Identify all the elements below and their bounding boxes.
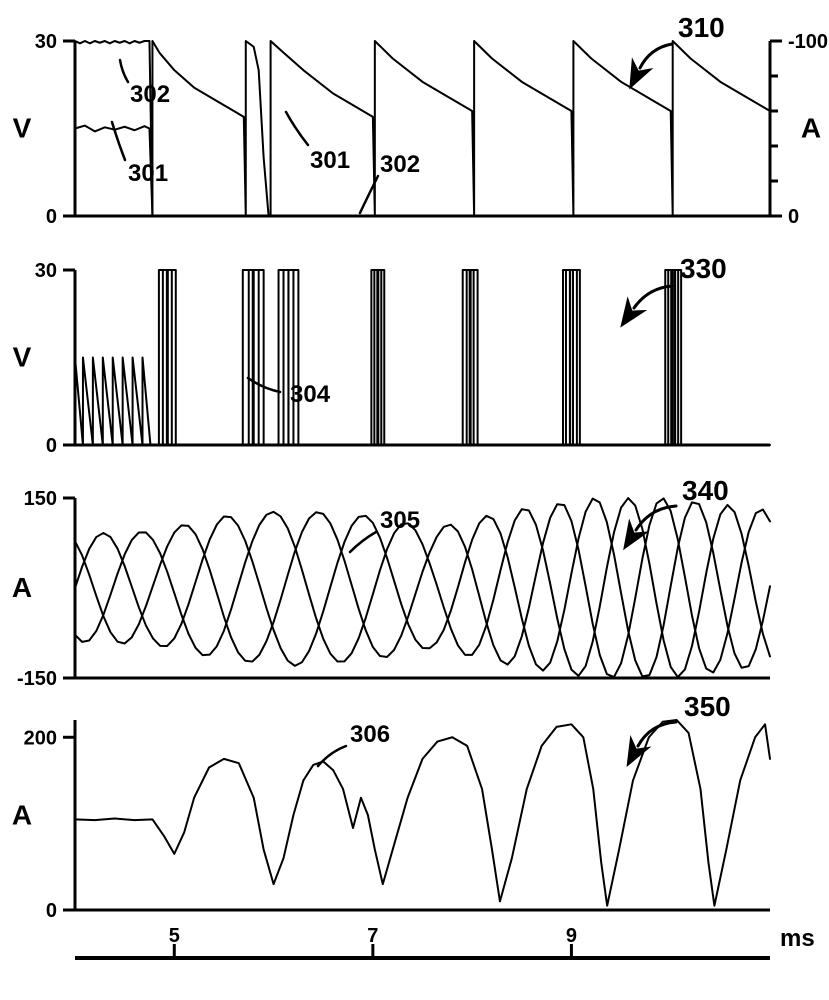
- p350: 0 200 A 306 350: [12, 691, 770, 922]
- svg-text:V: V: [13, 112, 32, 143]
- callout-340: 340: [682, 475, 729, 506]
- p340: -150 150 A 305 340: [12, 475, 770, 690]
- callout-301: 301: [310, 147, 350, 174]
- svg-text:30: 30: [35, 31, 57, 53]
- callout-301: 301: [128, 160, 168, 187]
- svg-text:0: 0: [46, 435, 57, 457]
- svg-text:7: 7: [367, 925, 378, 947]
- callout-305: 305: [380, 507, 420, 534]
- svg-text:0: 0: [46, 206, 57, 228]
- svg-text:200: 200: [24, 727, 57, 749]
- p330: 0 30 V 304 330: [13, 253, 770, 457]
- p310: 0 30 V 0 -100 A 302 301 301 302 310: [13, 12, 828, 228]
- svg-text:5: 5: [169, 925, 180, 947]
- svg-text:30: 30: [35, 260, 57, 282]
- svg-text:A: A: [12, 800, 32, 831]
- svg-text:0: 0: [46, 900, 57, 922]
- callout-302: 302: [130, 81, 170, 108]
- svg-text:A: A: [12, 572, 32, 603]
- callout-330: 330: [680, 253, 727, 284]
- callout-304: 304: [290, 381, 331, 408]
- callout-306: 306: [350, 721, 390, 748]
- callout-302: 302: [380, 151, 420, 178]
- svg-text:A: A: [801, 112, 821, 143]
- svg-text:0: 0: [788, 206, 799, 228]
- svg-text:150: 150: [24, 488, 57, 510]
- callout-350: 350: [684, 691, 731, 722]
- svg-text:-100: -100: [788, 31, 828, 53]
- svg-text:ms: ms: [780, 925, 815, 952]
- svg-text:-150: -150: [17, 668, 57, 690]
- callout-310: 310: [678, 12, 725, 43]
- x-axis: 5 7 9 ms: [75, 925, 815, 958]
- figure-svg: 0 30 V 0 -100 A 302 301 301 302 310 0 30 V 304 330 -150 1…: [0, 0, 829, 1000]
- svg-text:V: V: [13, 341, 32, 372]
- svg-text:9: 9: [566, 925, 577, 947]
